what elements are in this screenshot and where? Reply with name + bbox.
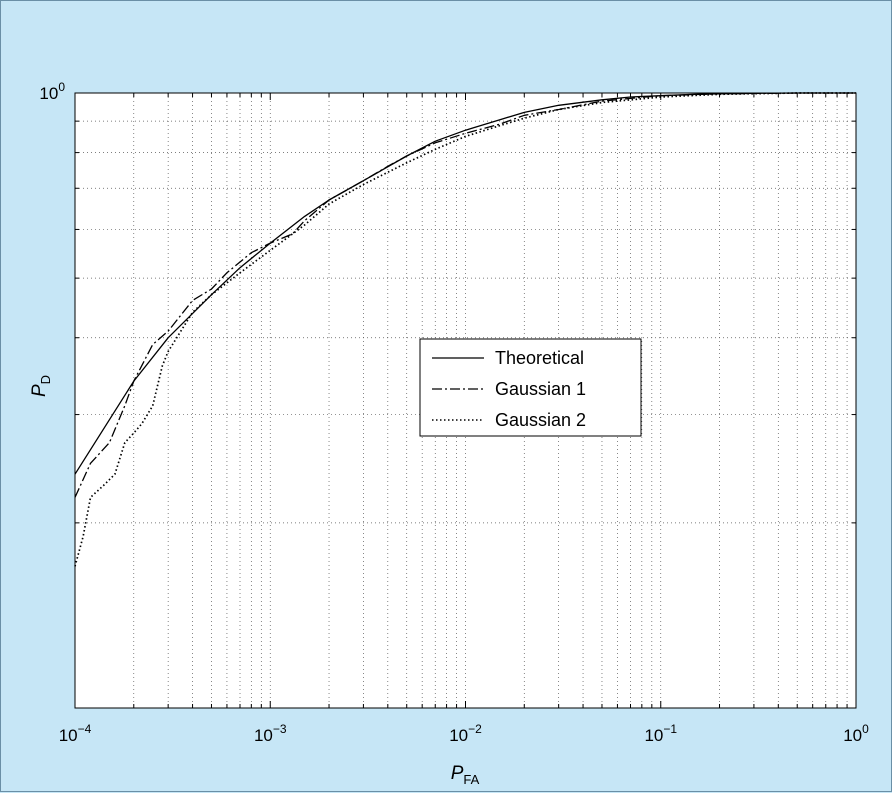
series-line-gaussian-2: [74, 92, 856, 567]
y-tick-labels: 100: [39, 80, 65, 103]
x-tick-label: 10−3: [254, 722, 287, 745]
series-lines: [74, 92, 856, 567]
legend-label-theoretical: Theoretical: [495, 348, 584, 368]
x-tick-label: 10−4: [59, 722, 92, 745]
legend-label-gaussian-2: Gaussian 2: [495, 410, 586, 430]
grid-lines: [75, 93, 856, 708]
x-tick-label: 10−1: [644, 722, 677, 745]
y-axis-label: PD: [29, 375, 53, 397]
y-tick-label: 100: [39, 80, 65, 103]
x-tick-labels: 10−4 10−3 10−2 10−1 100: [59, 722, 869, 745]
series-line-theoretical: [74, 92, 856, 475]
x-tick-label: 10−2: [449, 722, 482, 745]
x-axis-label: PFA: [451, 763, 480, 787]
legend: Theoretical Gaussian 1 Gaussian 2: [419, 338, 642, 437]
legend-label-gaussian-1: Gaussian 1: [495, 379, 586, 399]
x-tick-label: 100: [843, 722, 869, 745]
series-line-gaussian-1: [74, 92, 856, 498]
axis-ticks: [75, 93, 856, 708]
